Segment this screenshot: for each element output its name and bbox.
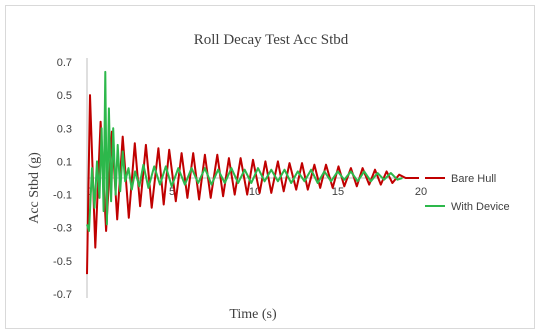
x-axis-label: Time (s) [229, 307, 277, 322]
legend-label: Bare Hull [451, 173, 496, 185]
x-tick-label: 20 [415, 186, 427, 198]
x-tick-label: 5 [169, 186, 175, 198]
chart-title: Roll Decay Test Acc Stbd [194, 32, 349, 48]
y-tick-label: -0.5 [53, 256, 72, 268]
y-tick-label: -0.3 [53, 223, 72, 235]
series-layer [86, 70, 419, 275]
y-tick-label: -0.7 [53, 289, 72, 301]
x-axis-ticks: 0 5 10 15 20 [86, 186, 427, 198]
y-tick-label: 0.7 [57, 57, 72, 69]
y-tick-label: 0.3 [57, 123, 72, 135]
y-axis-ticks: -0.7 -0.5 -0.3 -0.1 0.1 0.3 0.5 0.7 [53, 57, 72, 301]
series-line-with-device [86, 70, 403, 232]
series-line-bare-hull [86, 94, 419, 275]
y-axis-label: Acc Stbd (g) [27, 152, 42, 224]
legend: Bare Hull With Device [425, 173, 510, 213]
y-tick-label: 0.1 [57, 156, 72, 168]
x-tick-label: 15 [332, 186, 344, 198]
y-tick-label: 0.5 [57, 90, 72, 102]
legend-label: With Device [451, 201, 510, 213]
y-tick-label: -0.1 [53, 190, 72, 202]
